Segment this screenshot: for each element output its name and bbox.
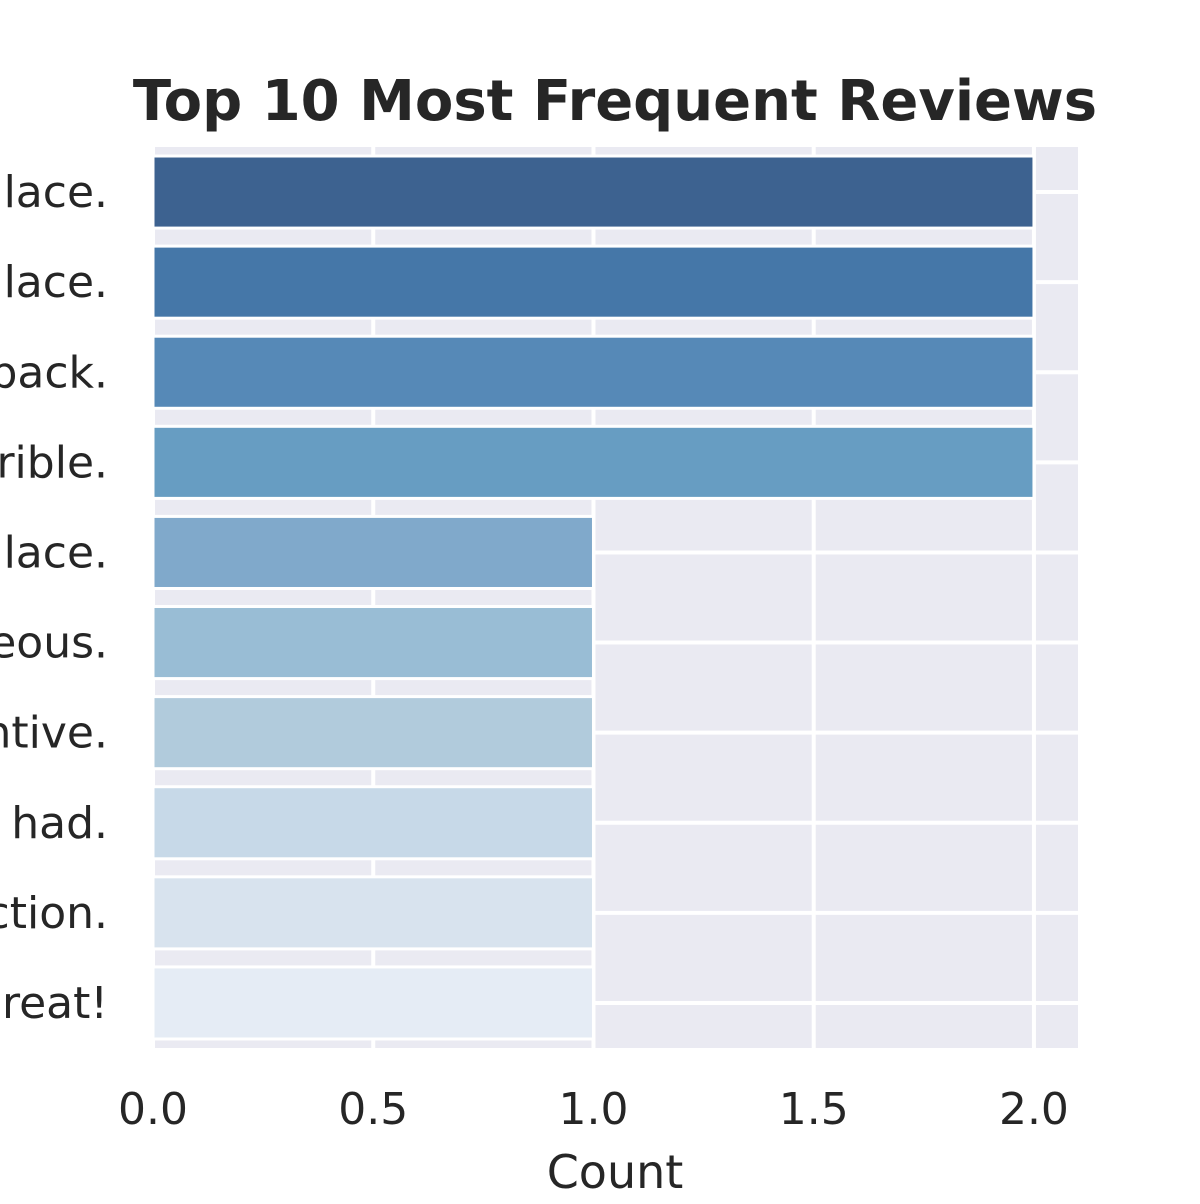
bar-9 (151, 875, 595, 951)
y-tick-label: lace. (4, 527, 108, 578)
bar-1 (151, 154, 1036, 230)
x-tick-label: 0.0 (118, 1084, 188, 1135)
x-tick-label: 0.5 (338, 1084, 408, 1135)
bar-10 (151, 965, 595, 1041)
y-tick-label: back. (0, 347, 108, 398)
bar-4 (151, 424, 1036, 500)
bar-7 (151, 695, 595, 771)
y-tick-label: eous. (0, 618, 108, 669)
chart-title: Top 10 Most Frequent Reviews (133, 69, 1097, 134)
y-tick-label: ntive. (0, 708, 108, 759)
x-tick-label: 1.0 (558, 1084, 628, 1135)
y-tick-label: rible. (0, 437, 108, 488)
plot-area: lace. lace. back. rible. lace. eous. ntive. had… (0, 147, 1078, 1135)
y-tick-label: reat! (2, 978, 108, 1029)
x-axis-label: Count (547, 1145, 684, 1199)
bar-3 (151, 334, 1036, 410)
x-tick-label: 2.0 (999, 1084, 1069, 1135)
y-tick-label: lace. (4, 257, 108, 308)
bar-5 (151, 514, 595, 590)
bar-6 (151, 605, 595, 681)
x-tick-label: 1.5 (779, 1084, 849, 1135)
bar-8 (151, 785, 595, 861)
y-tick-label: ction. (0, 888, 108, 939)
y-tick-label: lace. (4, 167, 108, 218)
y-tick-label: had. (11, 798, 108, 849)
bar-2 (151, 244, 1036, 320)
